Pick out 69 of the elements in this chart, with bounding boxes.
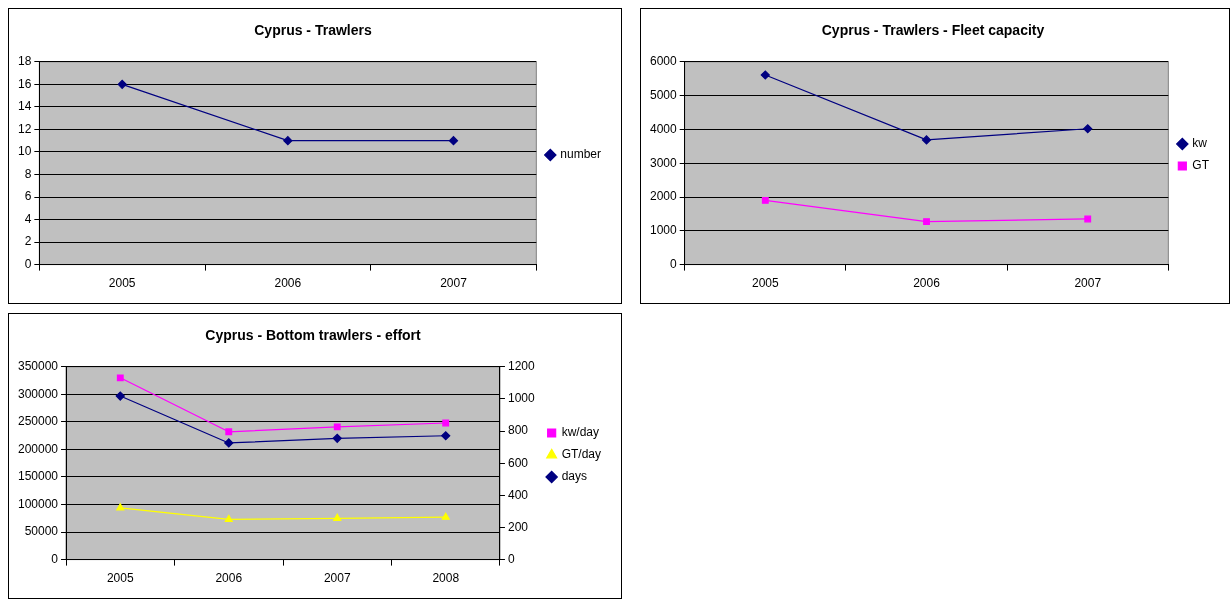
point — [332, 433, 342, 443]
x-tick-label: 2007 — [323, 571, 351, 586]
point — [441, 431, 451, 441]
point — [116, 374, 124, 382]
point — [224, 514, 233, 522]
y-tick-label: 12 — [17, 121, 32, 136]
point — [225, 428, 233, 436]
x-tick-label: 2007 — [440, 276, 468, 291]
y-tick-label: 100000 — [18, 496, 59, 511]
y2-tick-label: 200 — [507, 519, 529, 534]
x-tick-label: 2007 — [1074, 276, 1102, 291]
point — [760, 70, 770, 80]
legend-label: number — [560, 147, 601, 162]
y-tick-label: 5000 — [649, 87, 678, 102]
y-tick-label: 150000 — [18, 469, 59, 484]
point — [1083, 124, 1093, 134]
x-tick-label: 2005 — [108, 276, 136, 291]
x-tick-label: 2006 — [274, 276, 302, 291]
x-tick-label: 2005 — [751, 276, 779, 291]
point — [333, 513, 342, 521]
point — [761, 196, 769, 204]
y-tick-label: 2 — [24, 234, 32, 249]
y-tick-label: 4 — [24, 211, 32, 226]
point — [224, 438, 234, 448]
legend-label: GT — [1192, 158, 1210, 173]
y-tick-label: 350000 — [18, 359, 59, 374]
y-tick-label: 0 — [51, 551, 59, 566]
y2-tick-label: 1000 — [507, 391, 535, 406]
legend-label: days — [561, 469, 588, 484]
chart-title: Cyprus - Bottom trawlers - effort — [205, 327, 422, 344]
legend-label: kw — [1192, 136, 1208, 151]
y2-tick-label: 1200 — [507, 359, 535, 374]
x-tick-label: 2005 — [106, 571, 134, 586]
legend-label: kw/day — [561, 425, 600, 440]
y-tick-label: 1000 — [649, 223, 678, 238]
point — [1084, 215, 1092, 223]
y-tick-label: 2000 — [649, 189, 678, 204]
y-tick-label: 250000 — [18, 414, 59, 429]
y2-tick-label: 0 — [507, 551, 515, 566]
y2-tick-label: 600 — [507, 455, 529, 470]
y-tick-label: 16 — [17, 76, 32, 91]
chart-title: Cyprus - Trawlers - Fleet capacity — [821, 22, 1045, 39]
y-tick-label: 50000 — [24, 524, 59, 539]
y-tick-label: 14 — [17, 99, 32, 114]
y-tick-label: 300000 — [18, 386, 59, 401]
y2-tick-label: 400 — [507, 487, 529, 502]
y-tick-label: 3000 — [649, 155, 678, 170]
y-tick-label: 0 — [24, 256, 32, 271]
point — [442, 419, 450, 427]
chart-title: Cyprus - Trawlers — [254, 22, 372, 39]
point — [441, 512, 450, 520]
point — [116, 503, 125, 511]
y2-tick-label: 800 — [507, 423, 529, 438]
y-tick-label: 6000 — [649, 54, 678, 69]
x-tick-label: 2008 — [432, 571, 460, 586]
point — [115, 391, 125, 401]
point — [921, 135, 932, 145]
y-tick-label: 18 — [17, 54, 32, 69]
y-tick-label: 0 — [670, 256, 678, 271]
point — [333, 423, 341, 431]
legend-label: GT/day — [561, 447, 602, 462]
y-tick-label: 6 — [24, 189, 32, 204]
y-tick-label: 4000 — [649, 121, 678, 136]
point — [923, 218, 930, 226]
y-tick-label: 10 — [17, 144, 32, 159]
x-tick-label: 2006 — [913, 276, 941, 291]
y-tick-label: 8 — [24, 166, 32, 181]
y-tick-label: 200000 — [18, 441, 59, 456]
x-tick-label: 2006 — [215, 571, 243, 586]
